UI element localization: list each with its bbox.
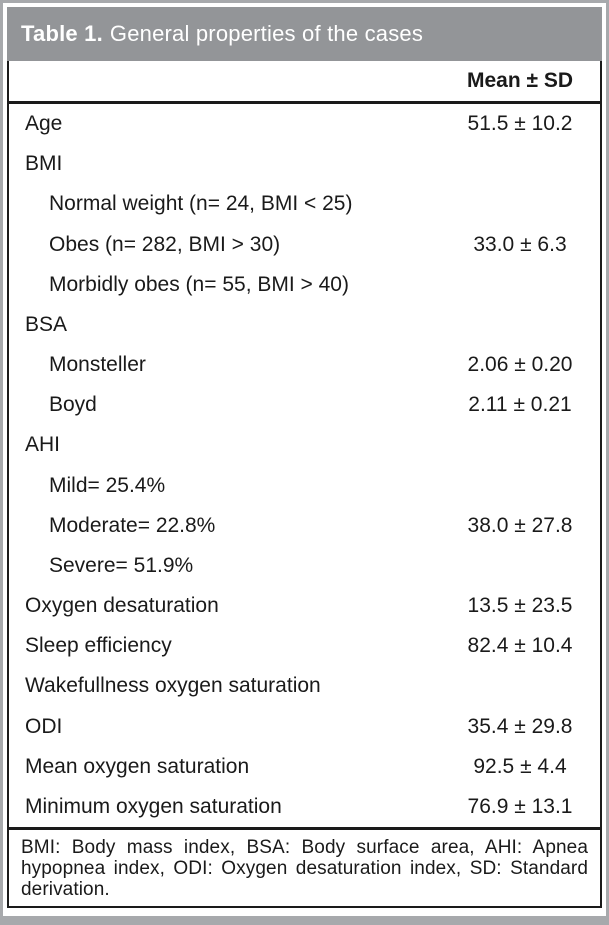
table-row-wakefullness-oxygen-saturation: Wakefullness oxygen saturation <box>9 666 600 706</box>
row-label: Normal weight (n= 24, BMI < 25) <box>49 192 353 216</box>
table-row-mild: Mild= 25.4% <box>9 466 600 506</box>
row-label: Obes (n= 282, BMI > 30) <box>49 232 281 256</box>
row-label: ODI <box>25 714 63 738</box>
table-row-ahi: AHI <box>9 425 600 465</box>
table-row-boyd: Boyd 2.11 ± 0.21 <box>9 385 600 425</box>
row-label: Oxygen desaturation <box>25 594 219 618</box>
row-value: 92.5 ± 4.4 <box>473 754 567 778</box>
table-row-monsteller: Monsteller 2.06 ± 0.20 <box>9 345 600 385</box>
table-row-bsa: BSA <box>9 305 600 345</box>
row-label: Boyd <box>49 393 97 417</box>
table-row-severe: Severe= 51.9% <box>9 546 600 586</box>
row-value: 82.4 ± 10.4 <box>467 634 573 658</box>
table-row-bmi: BMI <box>9 144 600 184</box>
row-label: Mean oxygen saturation <box>25 754 250 778</box>
table-row-moderate: Moderate= 22.8% 38.0 ± 27.8 <box>9 506 600 546</box>
table-row-morbidly-obes: Morbidly obes (n= 55, BMI > 40) <box>9 265 600 305</box>
row-label: Age <box>25 112 63 136</box>
table-row-minimum-oxygen-saturation: Minimum oxygen saturation 76.9 ± 13.1 <box>9 787 600 827</box>
row-value: 2.11 ± 0.21 <box>468 393 572 417</box>
table-footnote: BMI: Body mass index, BSA: Body surface … <box>21 837 588 900</box>
row-value: 33.0 ± 6.3 <box>473 232 567 256</box>
row-label: BMI <box>25 152 63 176</box>
row-value: 76.9 ± 13.1 <box>467 795 573 818</box>
header-mean-sd: Mean ± SD <box>466 69 574 92</box>
table-number: Table 1. <box>21 21 103 46</box>
table-row-sleep-efficiency: Sleep efficiency 82.4 ± 10.4 <box>9 626 600 666</box>
row-label: Minimum oxygen saturation <box>25 795 282 818</box>
table-body: Age 51.5 ± 10.2 BMI Normal weight (n= 24… <box>9 104 600 830</box>
table-header-row: Mean ± SD <box>9 61 600 104</box>
table-row-normal-weight: Normal weight (n= 24, BMI < 25) <box>9 184 600 224</box>
row-value: 51.5 ± 10.2 <box>467 112 573 136</box>
row-value: 38.0 ± 27.8 <box>467 513 573 537</box>
table-title-bar: Table 1. General properties of the cases <box>7 7 602 61</box>
table: Mean ± SD Age 51.5 ± 10.2 BMI Normal wei… <box>7 61 602 908</box>
row-value: 13.5 ± 23.5 <box>467 594 573 618</box>
table-row-obes: Obes (n= 282, BMI > 30) 33.0 ± 6.3 <box>9 225 600 265</box>
table-row-age: Age 51.5 ± 10.2 <box>9 104 600 144</box>
table-row-oxygen-desaturation: Oxygen desaturation 13.5 ± 23.5 <box>9 586 600 626</box>
row-label: BSA <box>25 312 68 336</box>
table-row-odi: ODI 35.4 ± 29.8 <box>9 707 600 747</box>
row-label: Monsteller <box>49 353 146 377</box>
row-label: Wakefullness oxygen saturation <box>25 674 321 698</box>
row-label: Severe= 51.9% <box>49 553 194 577</box>
row-label: Morbidly obes (n= 55, BMI > 40) <box>49 272 349 296</box>
table-row-mean-oxygen-saturation: Mean oxygen saturation 92.5 ± 4.4 <box>9 747 600 787</box>
table-caption: General properties of the cases <box>109 21 424 46</box>
row-value: 35.4 ± 29.8 <box>467 714 573 738</box>
row-label: Mild= 25.4% <box>49 473 166 497</box>
row-label: Moderate= 22.8% <box>49 513 216 537</box>
row-value: 2.06 ± 0.20 <box>467 353 573 377</box>
row-label: AHI <box>25 433 61 457</box>
row-label: Sleep efficiency <box>25 634 172 658</box>
